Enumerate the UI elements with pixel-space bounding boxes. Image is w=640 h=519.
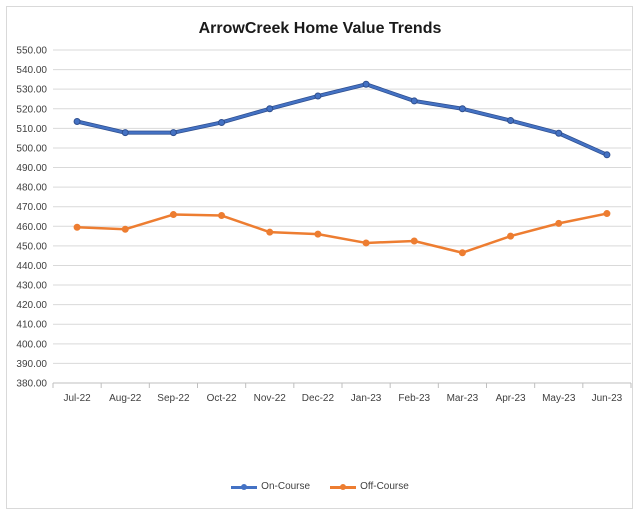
x-tick-label: Mar-23 — [447, 393, 479, 404]
y-tick-label: 480.00 — [16, 183, 47, 194]
y-tick-label: 470.00 — [16, 202, 47, 213]
y-tick-label: 530.00 — [16, 85, 47, 96]
data-point — [218, 212, 226, 220]
data-point — [458, 105, 466, 113]
data-point — [121, 129, 129, 137]
data-point — [266, 228, 274, 236]
y-tick-label: 450.00 — [16, 241, 47, 252]
data-point — [73, 223, 81, 231]
legend-swatch-on-course — [231, 483, 258, 491]
legend-item-on-course: On-Course — [231, 481, 310, 492]
y-tick-label: 430.00 — [16, 281, 47, 292]
y-tick-label: 380.00 — [16, 379, 47, 390]
x-tick-label: Apr-23 — [496, 393, 526, 404]
legend-item-off-course: Off-Course — [330, 481, 409, 492]
data-point — [169, 129, 177, 137]
x-tick-label: Jul-22 — [63, 393, 91, 404]
y-tick-label: 550.00 — [16, 46, 47, 57]
data-point — [555, 129, 563, 137]
y-tick-label: 460.00 — [16, 222, 47, 233]
x-tick-label: Aug-22 — [109, 393, 142, 404]
x-tick-label: Jun-23 — [592, 393, 623, 404]
series-line-off-course — [77, 212, 608, 254]
legend: On-Course Off-Course — [0, 481, 640, 492]
data-point — [507, 117, 515, 125]
y-tick-label: 390.00 — [16, 359, 47, 370]
data-point — [603, 210, 611, 218]
data-point — [314, 92, 322, 100]
legend-label-off-course: Off-Course — [360, 481, 409, 492]
data-point — [73, 117, 81, 125]
chart-title: ArrowCreek Home Value Trends — [198, 20, 442, 37]
legend-swatch-off-course — [330, 483, 357, 491]
series-line-shadow — [76, 82, 608, 157]
data-point — [555, 219, 563, 227]
chart-frame — [6, 6, 633, 509]
data-point — [218, 118, 226, 126]
y-tick-label: 520.00 — [16, 104, 47, 115]
series-line-on-course — [76, 83, 608, 156]
x-tick-label: May-23 — [542, 393, 576, 404]
y-tick-label: 500.00 — [16, 143, 47, 154]
y-tick-label: 540.00 — [16, 65, 47, 76]
data-point — [314, 230, 322, 238]
data-point — [266, 105, 274, 113]
x-tick-label: Oct-22 — [207, 393, 237, 404]
legend-label-on-course: On-Course — [261, 481, 311, 492]
x-tick-label: Nov-22 — [254, 393, 287, 404]
y-tick-label: 440.00 — [16, 261, 47, 272]
data-point — [169, 211, 177, 219]
y-tick-label: 490.00 — [16, 163, 47, 174]
data-point — [410, 97, 418, 105]
x-tick-label: Dec-22 — [302, 393, 335, 404]
x-tick-label: Sep-22 — [157, 393, 190, 404]
data-point — [362, 239, 370, 247]
x-tick-label: Feb-23 — [398, 393, 430, 404]
data-point — [603, 151, 611, 159]
x-tick-label: Jan-23 — [351, 393, 382, 404]
data-point — [507, 232, 515, 240]
y-tick-label: 410.00 — [16, 320, 47, 331]
y-tick-label: 420.00 — [16, 300, 47, 311]
data-point — [410, 237, 418, 245]
data-point — [121, 225, 129, 233]
y-tick-label: 510.00 — [16, 124, 47, 135]
data-point — [458, 249, 466, 257]
data-point — [362, 80, 370, 88]
y-tick-label: 400.00 — [16, 339, 47, 350]
